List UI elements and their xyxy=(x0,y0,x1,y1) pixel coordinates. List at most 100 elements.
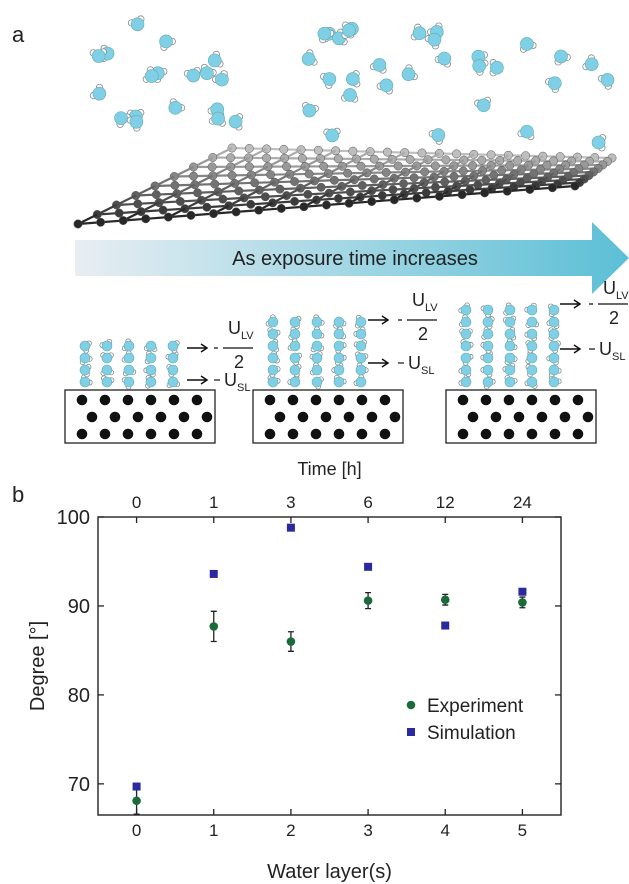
carbon-atom xyxy=(96,218,104,226)
oxygen xyxy=(334,329,344,339)
y-tick-label: 100 xyxy=(57,507,90,529)
water-molecule xyxy=(268,365,280,377)
substrate-atom xyxy=(468,412,479,423)
water-molecule xyxy=(355,352,368,363)
oxygen xyxy=(334,353,344,363)
carbon-atom xyxy=(513,156,521,164)
top-tick-label: 24 xyxy=(513,493,532,512)
water-molecule xyxy=(123,365,136,376)
substrate-atom xyxy=(169,429,180,440)
oxygen xyxy=(527,341,537,351)
water-molecule xyxy=(229,114,243,131)
carbon-atom xyxy=(266,170,274,178)
subscript: LV xyxy=(241,330,254,342)
water-molecule xyxy=(290,364,301,377)
oxygen xyxy=(505,353,515,363)
oxygen xyxy=(169,101,182,114)
carbon-atom xyxy=(482,176,490,184)
water-molecule xyxy=(100,339,112,351)
oxygen xyxy=(80,341,90,351)
water-molecule xyxy=(80,353,92,365)
water-molecule xyxy=(481,341,493,353)
carbon-atom xyxy=(399,179,407,187)
arrow-text: As exposure time increases xyxy=(232,248,478,270)
water-molecule xyxy=(310,352,322,363)
carbon-atom xyxy=(203,203,211,211)
water-molecule xyxy=(483,317,494,329)
oxygen xyxy=(346,73,359,86)
carbon-atom xyxy=(305,170,313,178)
x-tick-label: 4 xyxy=(441,821,450,840)
water-molecule xyxy=(166,352,178,363)
water-molecule xyxy=(122,377,134,389)
x-axis-label: Water layer(s) xyxy=(267,861,392,883)
carbon-atom xyxy=(261,193,269,201)
oxygen xyxy=(505,365,515,375)
water-molecule xyxy=(461,340,473,351)
carbon-atom xyxy=(506,161,514,169)
water-molecule xyxy=(312,377,323,389)
water-molecule xyxy=(324,128,341,142)
oxygen xyxy=(483,341,493,351)
fraction-denominator: 2 xyxy=(234,352,244,372)
fraction-numerator: ULV xyxy=(603,278,629,302)
substrate-atom xyxy=(344,412,355,423)
water-molecule xyxy=(425,33,441,49)
oxygen xyxy=(229,115,242,128)
oxygen xyxy=(168,353,178,363)
water-molecule xyxy=(302,102,318,117)
substrate-atom xyxy=(146,395,157,406)
water-molecule xyxy=(160,35,176,51)
carbon-atom xyxy=(474,181,482,189)
carbon-atom xyxy=(468,161,476,169)
figure: a As exposure time increases b ULV2USLUL… xyxy=(0,0,629,884)
water-molecule xyxy=(549,328,559,341)
oxygen xyxy=(124,377,134,387)
substrate-atom xyxy=(527,429,538,440)
oxygen xyxy=(92,50,105,63)
water-molecule xyxy=(525,329,537,341)
oxygen xyxy=(505,377,515,387)
water-molecule xyxy=(525,377,537,388)
oxygen xyxy=(168,341,178,351)
oxygen xyxy=(312,353,322,363)
legend-label: Simulation xyxy=(427,723,516,744)
water-molecule xyxy=(145,351,156,364)
carbon-atom xyxy=(421,168,429,176)
oxygen xyxy=(483,317,493,327)
oxygen xyxy=(312,317,322,327)
data-point xyxy=(441,595,450,604)
water-molecule xyxy=(334,327,346,339)
water-molecule xyxy=(592,134,606,151)
arrow xyxy=(560,300,580,308)
oxygen xyxy=(483,329,493,339)
subscript: SL xyxy=(421,365,434,377)
carbon-atom xyxy=(440,178,448,186)
carbon-atom xyxy=(370,155,378,163)
subscript: LV xyxy=(425,302,438,314)
arrow xyxy=(187,344,207,352)
carbon-atom xyxy=(394,162,402,170)
y-tick-label: 80 xyxy=(68,685,90,707)
oxygen xyxy=(268,365,278,375)
oxygen xyxy=(505,341,515,351)
carbon-atom xyxy=(343,169,351,177)
substrate-atom xyxy=(77,429,88,440)
energy-annotation: ULV2USL xyxy=(368,290,438,377)
oxygen xyxy=(520,125,533,138)
carbon-atom xyxy=(378,191,386,199)
oxygen xyxy=(268,341,278,351)
oxygen xyxy=(290,329,300,339)
water-molecule xyxy=(167,365,178,377)
water-molecule xyxy=(312,327,324,339)
water-molecule xyxy=(289,327,300,339)
carbon-atom xyxy=(330,176,338,184)
water-molecule xyxy=(334,341,346,353)
water-molecule xyxy=(503,363,515,375)
data-point xyxy=(441,622,449,630)
data-point xyxy=(287,524,295,532)
water-molecule xyxy=(435,52,451,67)
carbon-atom xyxy=(119,216,127,224)
substrate-atom xyxy=(169,395,180,406)
substrate-atom xyxy=(123,395,134,406)
